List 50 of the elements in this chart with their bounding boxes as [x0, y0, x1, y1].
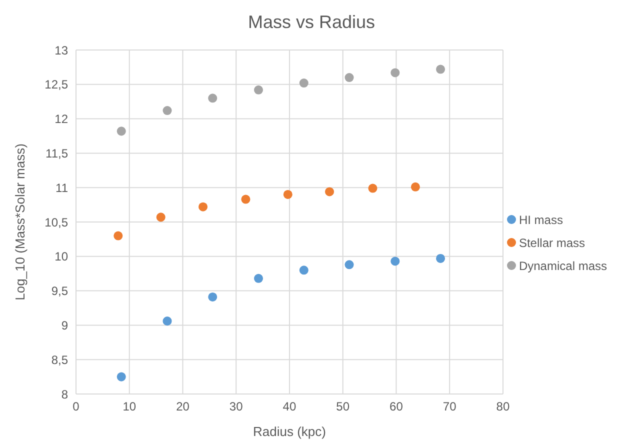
x-tick-label: 60 — [390, 400, 404, 414]
point — [299, 266, 308, 275]
point — [390, 68, 400, 78]
point — [283, 190, 292, 199]
x-tick-label: 50 — [336, 400, 350, 414]
point — [116, 126, 126, 136]
point — [114, 231, 123, 240]
y-tick-label: 8 — [61, 387, 68, 402]
y-tick-label: 10 — [54, 250, 68, 264]
point — [325, 187, 334, 196]
point — [436, 64, 446, 74]
x-tick-label: 0 — [72, 400, 80, 414]
point — [156, 212, 166, 222]
x-tick-label: 80 — [496, 400, 510, 414]
y-tick-label: 13 — [54, 43, 68, 58]
y-axis-title: Log_10 (Mass*Solar mass) — [12, 144, 28, 300]
point — [344, 260, 354, 270]
x-tick-label: 40 — [282, 400, 296, 414]
legend-label: HI mass — [518, 212, 564, 228]
y-tick-label: 8,5 — [51, 352, 68, 367]
point — [241, 194, 250, 204]
x-tick-label: 10 — [122, 400, 136, 414]
chart-title: Mass vs Radius — [246, 11, 376, 34]
point — [198, 202, 208, 212]
y-tick-label: 12,5 — [44, 78, 68, 92]
y-tick-label: 10,5 — [44, 215, 68, 230]
y-tick-label: 12 — [54, 112, 68, 126]
point — [116, 372, 126, 382]
y-tick-label: 9,5 — [51, 284, 68, 298]
point — [162, 316, 172, 326]
point — [410, 182, 420, 192]
legend-label: Stellar mass — [518, 234, 586, 252]
point — [368, 184, 378, 193]
y-tick-label: 11,5 — [46, 146, 68, 160]
point — [299, 78, 308, 88]
y-tick-label: 9 — [61, 318, 68, 332]
point — [208, 94, 218, 103]
point — [436, 254, 446, 263]
point — [254, 85, 264, 94]
point — [208, 292, 218, 302]
point — [162, 106, 172, 116]
x-tick-label: 20 — [176, 400, 190, 414]
x-tick-label: 30 — [229, 400, 244, 414]
point — [254, 274, 264, 283]
legend-label: Dynamical mass — [518, 258, 607, 274]
x-tick-label: 70 — [442, 400, 457, 414]
y-tick-label: 11 — [56, 180, 68, 195]
point — [390, 256, 400, 266]
x-axis-title: Radius (kpc) — [253, 424, 326, 439]
point — [344, 73, 354, 82]
